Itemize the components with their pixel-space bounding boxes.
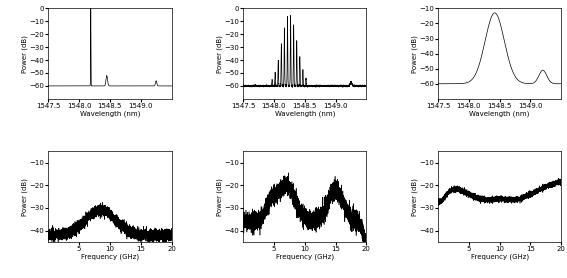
X-axis label: Frequency (GHz): Frequency (GHz) (276, 254, 334, 260)
Y-axis label: Power (dB): Power (dB) (411, 35, 417, 73)
X-axis label: Frequency (GHz): Frequency (GHz) (81, 254, 139, 260)
Y-axis label: Power (dB): Power (dB) (411, 178, 417, 215)
Y-axis label: Power (dB): Power (dB) (216, 35, 223, 73)
Y-axis label: Power (dB): Power (dB) (22, 35, 28, 73)
X-axis label: Wavelength (nm): Wavelength (nm) (80, 110, 140, 117)
X-axis label: Frequency (GHz): Frequency (GHz) (471, 254, 528, 260)
Y-axis label: Power (dB): Power (dB) (22, 178, 28, 215)
X-axis label: Wavelength (nm): Wavelength (nm) (274, 110, 335, 117)
Y-axis label: Power (dB): Power (dB) (216, 178, 223, 215)
X-axis label: Wavelength (nm): Wavelength (nm) (469, 110, 530, 117)
